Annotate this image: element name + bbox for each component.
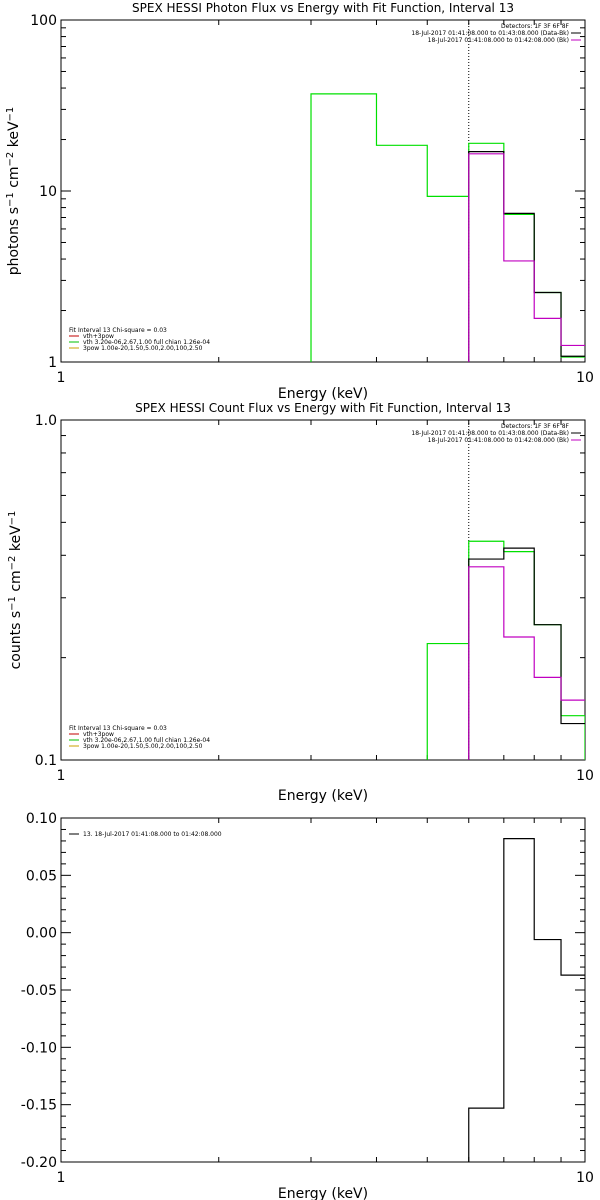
legend-entry: 18-Jul-2017 01:41:08.000 to 01:42:08.000… xyxy=(428,37,569,44)
legend-entry: Fit Interval 13 Chi-square = 0.03 xyxy=(69,725,167,732)
y-tick-label: 100 xyxy=(30,13,57,29)
y-tick-label: -0.05 xyxy=(21,983,57,999)
x-axis-label: Energy (keV) xyxy=(278,788,368,804)
chart-title: SPEX HESSI Count Flux vs Energy with Fit… xyxy=(135,401,511,415)
chart-title: SPEX HESSI Photon Flux vs Energy with Fi… xyxy=(132,1,514,15)
histogram-series xyxy=(310,93,585,362)
y-axis-label: counts s−1 cm−2 keV−1 xyxy=(7,511,25,670)
count-flux-chart: SPEX HESSI Count Flux vs Energy with Fit… xyxy=(7,401,594,804)
residuals-chart: 1 10 0.10 0.05 0.00 -0.05 -0.10 -0.15 -0.20 Energ… xyxy=(21,811,594,1200)
y-tick-label: -0.10 xyxy=(21,1040,57,1056)
legend-entry: 3pow 1.00e-20,1.50,5.00,2.00,100,2.50 xyxy=(83,345,203,352)
histogram-series xyxy=(426,540,585,760)
y-axis-label: photons s−1 cm−2 keV−1 xyxy=(5,107,23,276)
y-tick-label: -0.20 xyxy=(21,1155,57,1171)
x-axis-label: Energy (keV) xyxy=(278,1186,368,1200)
x-tick-label: 10 xyxy=(576,768,594,784)
y-tick-label: 0.10 xyxy=(26,811,57,827)
x-tick-label: 10 xyxy=(576,370,594,386)
histogram-series xyxy=(468,838,585,1162)
legend-entry: vth 3.20e-06,2.67,1.00 full chian 1.26e-… xyxy=(83,737,210,744)
x-tick-label: 10 xyxy=(576,1170,594,1186)
y-tick-label: 0.00 xyxy=(26,926,57,942)
legend-entry: 18-Jul-2017 01:41:08.000 to 01:43:08.000… xyxy=(411,30,569,37)
histogram-series xyxy=(468,547,585,760)
y-tick-label: 10 xyxy=(39,184,57,200)
legend-entry: Fit Interval 13 Chi-square = 0.03 xyxy=(69,327,167,334)
plot-frame xyxy=(60,419,586,761)
plot-frame xyxy=(60,817,586,1163)
x-tick-label: 1 xyxy=(57,768,66,784)
x-tick-label: 1 xyxy=(57,1170,66,1186)
y-tick-label: 0.1 xyxy=(35,753,57,769)
legend-entry: Detectors: 1F 3F 6F 8F xyxy=(501,23,570,30)
y-tick-label: 1.0 xyxy=(35,413,57,429)
x-axis-label: Energy (keV) xyxy=(278,386,368,402)
plot-frame xyxy=(60,19,586,363)
legend-entry: 18-Jul-2017 01:41:08.000 to 01:42:08.000… xyxy=(428,437,569,444)
photon-flux-chart: SPEX HESSI Photon Flux vs Energy with Fi… xyxy=(5,1,594,402)
legend-entry: 3pow 1.00e-20,1.50,5.00,2.00,100,2.50 xyxy=(83,743,203,750)
legend-entry: vth+3pow xyxy=(83,731,114,738)
y-tick-label: 0.05 xyxy=(26,868,57,884)
histogram-series xyxy=(468,150,585,362)
legend-entry: vth+3pow xyxy=(83,333,114,340)
legend-entry: vth 3.20e-06,2.67,1.00 full chian 1.26e-… xyxy=(83,339,210,346)
legend-entry: 13. 18-Jul-2017 01:41:08.000 to 01:42:08… xyxy=(83,831,222,838)
histogram-series xyxy=(468,566,585,760)
legend-entry: Detectors: 1F 3F 6F 8F xyxy=(501,423,570,430)
legend-entry: 18-Jul-2017 01:41:08.000 to 01:43:08.000… xyxy=(411,430,569,437)
y-tick-label: -0.15 xyxy=(21,1098,57,1114)
x-tick-label: 1 xyxy=(57,370,66,386)
y-tick-label: 1 xyxy=(48,355,57,371)
histogram-series xyxy=(468,153,585,362)
